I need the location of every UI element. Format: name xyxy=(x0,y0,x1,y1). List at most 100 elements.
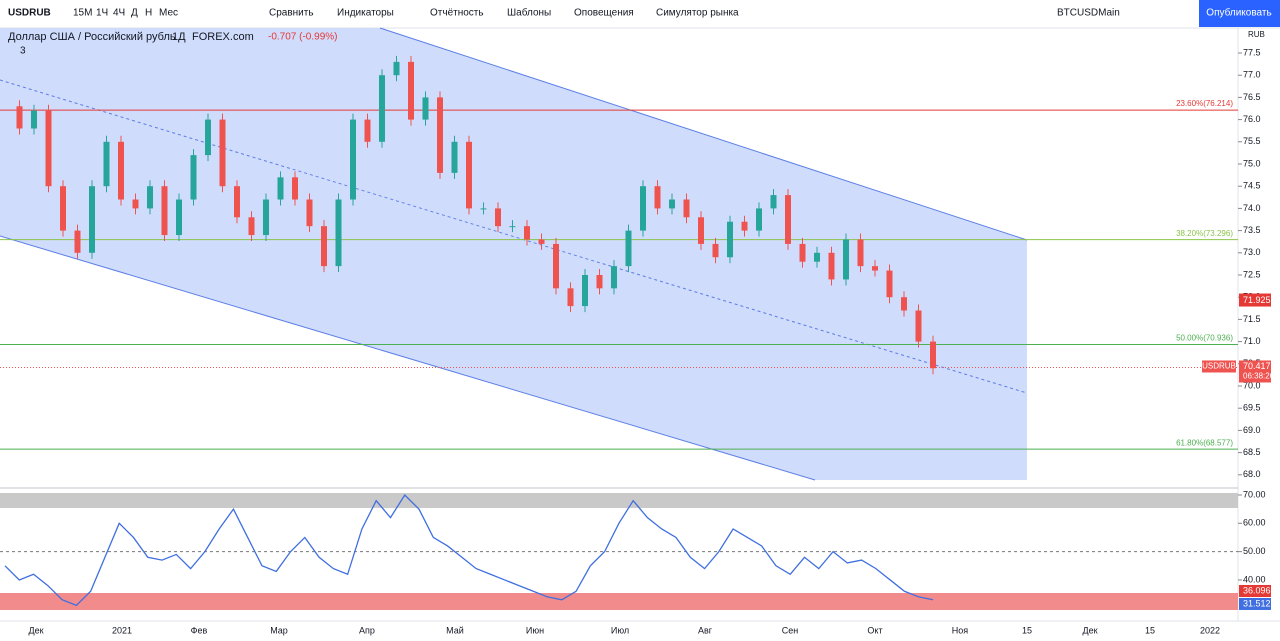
candle-body xyxy=(161,186,168,236)
candle-body xyxy=(872,266,878,271)
time-label: 2022 xyxy=(1200,625,1220,635)
candle-body xyxy=(814,252,820,262)
candle-body xyxy=(466,141,472,209)
candle-body xyxy=(321,226,327,267)
candle-body xyxy=(393,61,400,76)
legend-source: FOREX.com xyxy=(192,31,254,43)
ma-label: 71.925 xyxy=(1243,295,1271,305)
candle-body xyxy=(147,186,153,209)
candle-body xyxy=(495,208,501,227)
candle-body xyxy=(524,226,530,240)
price-tick-label: 71.0 xyxy=(1243,336,1261,346)
price-tick-label: 71.5 xyxy=(1243,314,1261,324)
oversold-band xyxy=(0,593,1238,610)
channel-edge xyxy=(0,235,816,481)
candle-body xyxy=(901,297,907,311)
candle-body xyxy=(509,226,516,228)
interval[interactable]: 4Ч xyxy=(113,8,125,19)
candle-body xyxy=(930,341,936,369)
candle-body xyxy=(843,239,849,280)
price-tick-label: 70.0 xyxy=(1243,380,1261,390)
candle-body xyxy=(437,97,443,173)
price-tick-label: 68.0 xyxy=(1243,469,1261,479)
candle-body xyxy=(31,110,37,129)
candle-body xyxy=(698,217,704,244)
candle-body xyxy=(611,266,617,289)
osc-last-tag xyxy=(1239,584,1271,597)
price-tick-label: 69.0 xyxy=(1243,425,1261,435)
candle-body xyxy=(480,208,487,210)
symbol-tag-label: USDRUB xyxy=(1202,362,1236,371)
candle-body xyxy=(132,199,139,209)
osc-tick-label: 50.00 xyxy=(1243,546,1266,556)
price-tick-label: 75.5 xyxy=(1243,136,1261,146)
currency: RUB xyxy=(1248,30,1265,39)
publish-label[interactable]: Опубликовать xyxy=(1206,7,1271,19)
candle-body xyxy=(74,230,81,253)
candle-body xyxy=(190,155,197,200)
publish-button[interactable] xyxy=(1199,0,1280,27)
fib-label: 38.20%(73.296) xyxy=(1176,229,1233,238)
candle-body xyxy=(770,195,777,209)
price-tick-label: 73.5 xyxy=(1243,225,1261,235)
symbol[interactable]: USDRUB xyxy=(8,8,51,19)
price-tick-label: 69.5 xyxy=(1243,403,1261,413)
interval[interactable]: Н xyxy=(145,8,152,19)
candle-body xyxy=(335,199,342,267)
candle-body xyxy=(234,186,240,218)
toolbar-button[interactable]: Отчётность xyxy=(430,8,484,19)
channel xyxy=(0,28,1027,480)
price-tick-label: 73.0 xyxy=(1243,247,1261,257)
symbol-tag xyxy=(1202,360,1236,373)
toolbar-button[interactable]: Оповещения xyxy=(574,8,634,19)
time-label: 2021 xyxy=(112,625,132,635)
candle-body xyxy=(538,239,545,244)
osc-signal-tag xyxy=(1239,597,1271,610)
last-price-label: 70.417 xyxy=(1243,361,1271,371)
candle-body xyxy=(16,106,23,129)
channel-median xyxy=(0,79,1028,394)
price-tick-label: 72.5 xyxy=(1243,269,1261,279)
indicators-count[interactable]: 3 xyxy=(20,46,26,57)
osc-line xyxy=(4,493,934,607)
candle-body xyxy=(727,221,733,258)
interval[interactable]: 1Ч xyxy=(96,8,108,19)
candle-body xyxy=(756,208,762,231)
price-tick-label: 77.0 xyxy=(1243,70,1261,80)
toolbar-button[interactable]: Симулятор рынка xyxy=(656,8,739,19)
interval[interactable]: Д xyxy=(131,8,138,19)
candle-body xyxy=(306,199,313,227)
toolbar-button[interactable]: Шаблоны xyxy=(507,7,551,19)
time-label: Сен xyxy=(782,625,799,635)
toolbar-button[interactable]: Сравнить xyxy=(269,8,314,19)
osc-tick-label: 40.00 xyxy=(1243,574,1266,584)
time-label: Авг xyxy=(698,625,713,635)
candle-body xyxy=(582,275,588,307)
candle-body xyxy=(277,177,284,200)
layout-name[interactable]: BTCUSDMain xyxy=(1057,8,1120,19)
candle-body xyxy=(567,288,574,307)
price-tick-label: 74.0 xyxy=(1243,203,1261,213)
candle-body xyxy=(379,75,385,142)
candle-body xyxy=(292,177,298,200)
candle-body xyxy=(205,119,211,156)
interval[interactable]: 15М xyxy=(73,8,92,19)
candle-body xyxy=(683,199,690,218)
time-label: Окт xyxy=(867,625,882,635)
time-label: Апр xyxy=(359,625,375,635)
toolbar xyxy=(0,0,1280,28)
time-label: Май xyxy=(446,625,464,635)
interval[interactable]: Мес xyxy=(159,8,178,19)
candle-body xyxy=(553,243,559,289)
price-tick-label: 77.5 xyxy=(1243,47,1261,57)
toolbar-button[interactable]: Индикаторы xyxy=(337,8,394,19)
price-tick-label: 76.0 xyxy=(1243,114,1261,124)
candle-body xyxy=(60,186,66,231)
candle-body xyxy=(89,186,95,253)
candle-body xyxy=(828,252,835,280)
time-label: 15 xyxy=(1022,625,1032,635)
candle-body xyxy=(219,119,226,187)
candle-body xyxy=(176,199,182,236)
time-label: Мар xyxy=(270,625,288,635)
